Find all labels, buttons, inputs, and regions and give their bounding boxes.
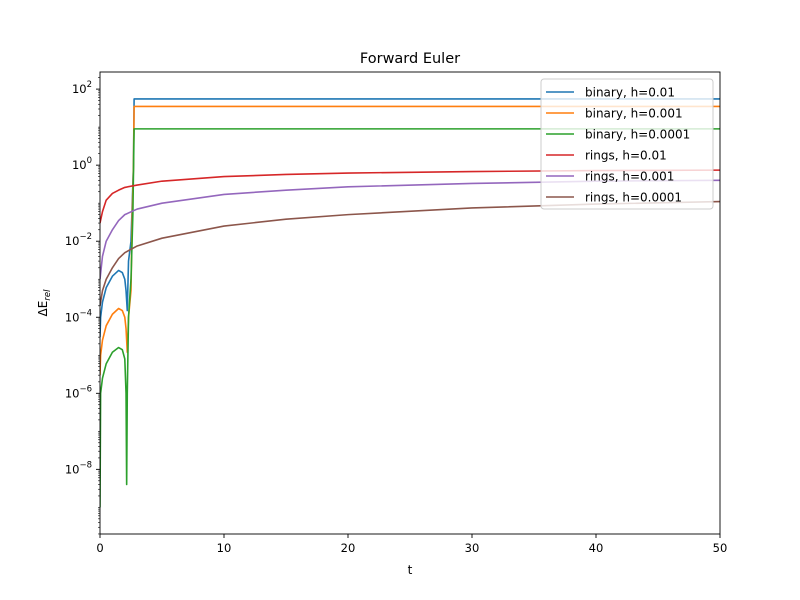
x-axis-ticks: 0 10 20 30 40 50 [96,534,727,555]
x-tick-label: 40 [589,541,604,555]
y-axis-label-base: ΔE [36,301,50,317]
x-tick-label: 50 [713,541,728,555]
x-tick-label: 20 [341,541,356,555]
y-axis-ticks: 102 100 10−2 10−4 10−6 10−8 [65,77,100,535]
legend-label: rings, h=0.01 [585,149,667,163]
y-tick-label: 102 [72,80,92,96]
legend-box [540,78,714,210]
chart-title: Forward Euler [360,51,460,67]
x-tick-label: 30 [465,541,480,555]
legend: binary, h=0.01 binary, h=0.001 binary, h=0… [540,78,714,210]
y-tick-label: 100 [72,156,92,172]
y-tick-label: 10−2 [65,232,92,248]
legend-label: binary, h=0.001 [585,107,683,121]
y-tick-label: 10−6 [65,384,92,400]
x-tick-label: 10 [217,541,232,555]
series-line-4 [100,169,720,224]
y-axis-label-subscript: rel [43,289,53,301]
x-axis-label: t [408,563,413,577]
legend-label: rings, h=0.0001 [585,191,682,205]
series-line-5 [100,179,720,280]
x-tick-label: 0 [96,541,103,555]
legend-label: binary, h=0.01 [585,86,675,100]
plot-frame [99,71,721,535]
series-line-3 [100,128,720,508]
y-tick-label: 10−8 [65,460,92,476]
y-axis-label: ΔErel [36,289,53,317]
series-layer [100,98,720,508]
legend-label: binary, h=0.0001 [585,128,690,142]
legend-label: rings, h=0.001 [585,170,674,184]
series-line-6 [100,200,720,306]
y-tick-label: 10−4 [65,308,92,324]
